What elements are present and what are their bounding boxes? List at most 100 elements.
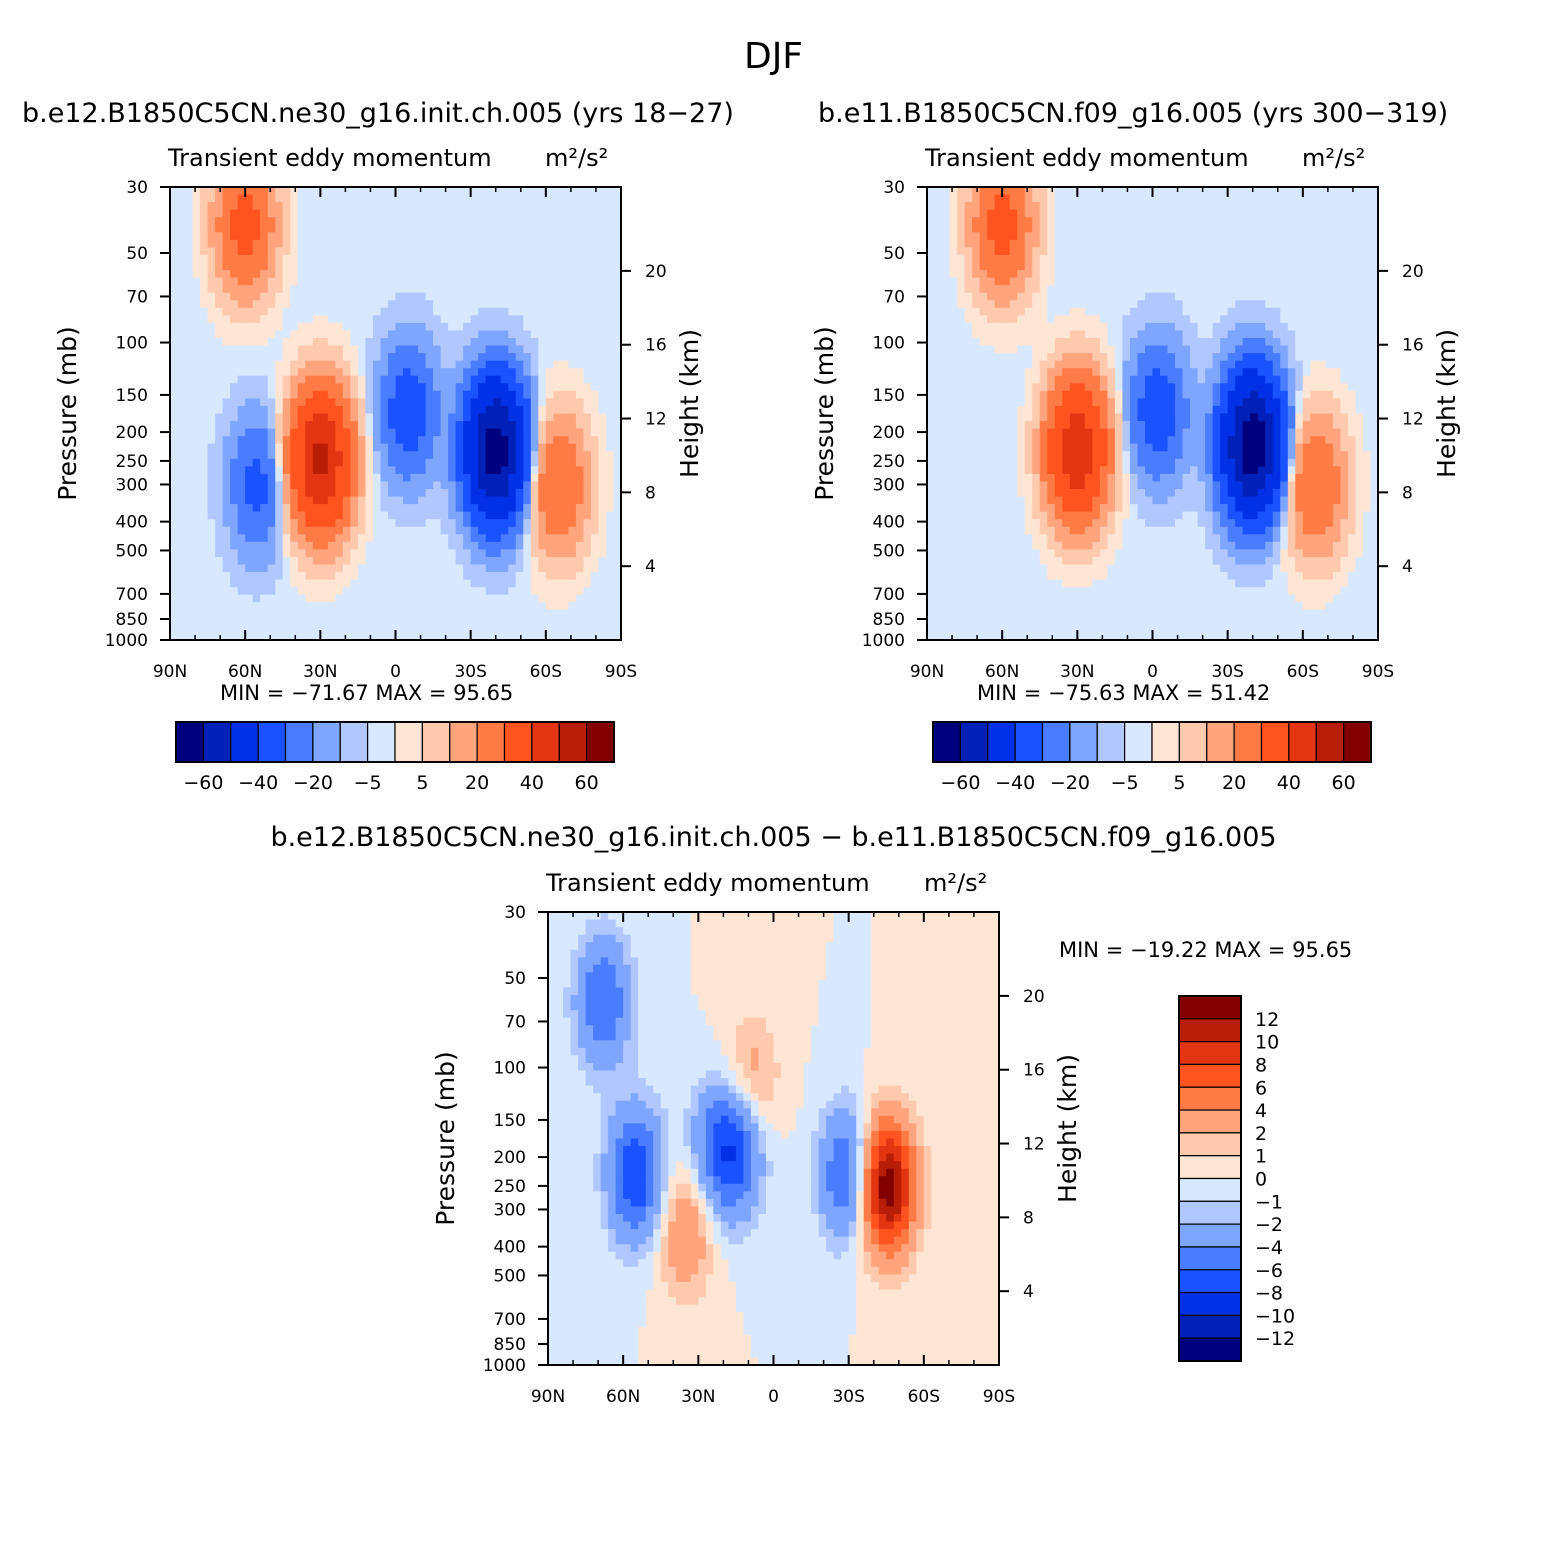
contour-cell	[260, 322, 269, 332]
contour-cell	[282, 451, 291, 460]
contour-cell	[1280, 239, 1289, 248]
contour-cell	[170, 322, 179, 332]
contour-cell	[568, 247, 577, 256]
contour-cell	[425, 360, 434, 369]
contour-cell	[1302, 315, 1311, 324]
contour-cell	[177, 549, 186, 558]
contour-cell	[1137, 307, 1146, 316]
contour-cell	[357, 330, 367, 339]
contour-cell	[1197, 330, 1206, 339]
contour-cell	[1160, 217, 1169, 226]
contour-cell	[327, 549, 336, 558]
contour-cell	[605, 232, 615, 241]
contour-cell	[380, 504, 389, 513]
contour-cell	[1099, 217, 1108, 226]
contour-cell	[553, 549, 562, 558]
contour-cell	[327, 496, 336, 505]
contour-cell	[538, 239, 547, 248]
contour-cell	[470, 451, 479, 460]
contour-cell	[387, 481, 397, 490]
contour-cell	[1107, 247, 1116, 256]
contour-cell	[275, 322, 284, 332]
contour-cell	[357, 353, 367, 362]
contour-cell	[170, 481, 179, 490]
contour-cell	[455, 383, 464, 392]
contour-cell	[282, 330, 291, 339]
contour-cell	[560, 466, 569, 475]
contour-cell	[357, 187, 367, 196]
contour-cell	[1302, 307, 1311, 316]
contour-cell	[575, 270, 585, 279]
contour-cell	[1024, 345, 1033, 354]
contour-cell	[463, 579, 472, 588]
contour-cell	[485, 473, 494, 483]
contour-cell	[275, 587, 284, 596]
contour-cell	[170, 413, 179, 422]
contour-cell	[515, 375, 524, 384]
contour-cell	[1160, 194, 1169, 203]
contour-cell	[463, 292, 472, 301]
contour-cell	[237, 202, 246, 211]
contour-cell	[1190, 330, 1199, 339]
contour-cell	[1182, 292, 1191, 301]
contour-cell	[1167, 277, 1176, 286]
contour-cell	[994, 224, 1003, 233]
contour-cell	[395, 353, 404, 362]
contour-cell	[1332, 330, 1342, 339]
contour-cell	[508, 232, 517, 241]
contour-cell	[1129, 285, 1139, 294]
contour-cell	[170, 436, 179, 445]
contour-cell	[252, 292, 261, 301]
contour-cell	[1182, 277, 1191, 286]
contour-cell	[440, 617, 449, 626]
contour-cell	[493, 209, 502, 218]
contour-cell	[230, 194, 239, 203]
contour-cell	[508, 602, 517, 611]
contour-cell	[1099, 247, 1108, 256]
contour-cell	[1069, 194, 1078, 203]
contour-cell	[448, 330, 457, 339]
contour-cell	[1152, 338, 1161, 347]
contour-cell	[530, 594, 539, 603]
contour-cell	[222, 526, 231, 535]
contour-cell	[448, 496, 457, 505]
contour-cell	[403, 224, 412, 233]
contour-cell	[1107, 187, 1116, 196]
contour-cell	[207, 572, 216, 581]
contour-cell	[598, 451, 607, 460]
contour-cell	[387, 617, 397, 626]
contour-cell	[987, 202, 996, 211]
contour-cell	[485, 504, 494, 513]
contour-cell	[342, 572, 351, 581]
contour-cell	[1370, 254, 1378, 264]
contour-cell	[177, 285, 186, 294]
contour-cell	[598, 564, 607, 573]
contour-cell	[560, 338, 569, 347]
contour-cell	[395, 315, 404, 324]
contour-cell	[297, 292, 306, 301]
contour-cell	[418, 413, 427, 422]
contour-cell	[1212, 338, 1221, 347]
contour-cell	[1039, 194, 1048, 203]
contour-cell	[237, 322, 246, 332]
contour-cell	[590, 519, 600, 528]
contour-cell	[357, 572, 367, 581]
contour-cell	[560, 511, 569, 520]
contour-cell	[192, 572, 201, 581]
contour-cell	[335, 300, 344, 309]
contour-cell	[598, 572, 607, 581]
contour-cell	[583, 602, 592, 611]
contour-cell	[1032, 187, 1041, 196]
contour-cell	[500, 594, 509, 603]
contour-cell	[252, 579, 261, 588]
contour-cell	[553, 481, 562, 490]
contour-cell	[365, 617, 374, 626]
contour-cell	[583, 587, 592, 596]
contour-cell	[357, 194, 367, 203]
contour-cell	[1144, 209, 1154, 218]
contour-cell	[1167, 254, 1176, 264]
contour-cell	[583, 458, 592, 467]
contour-cell	[418, 405, 427, 415]
contour-cell	[1227, 300, 1236, 309]
contour-cell	[575, 232, 585, 241]
